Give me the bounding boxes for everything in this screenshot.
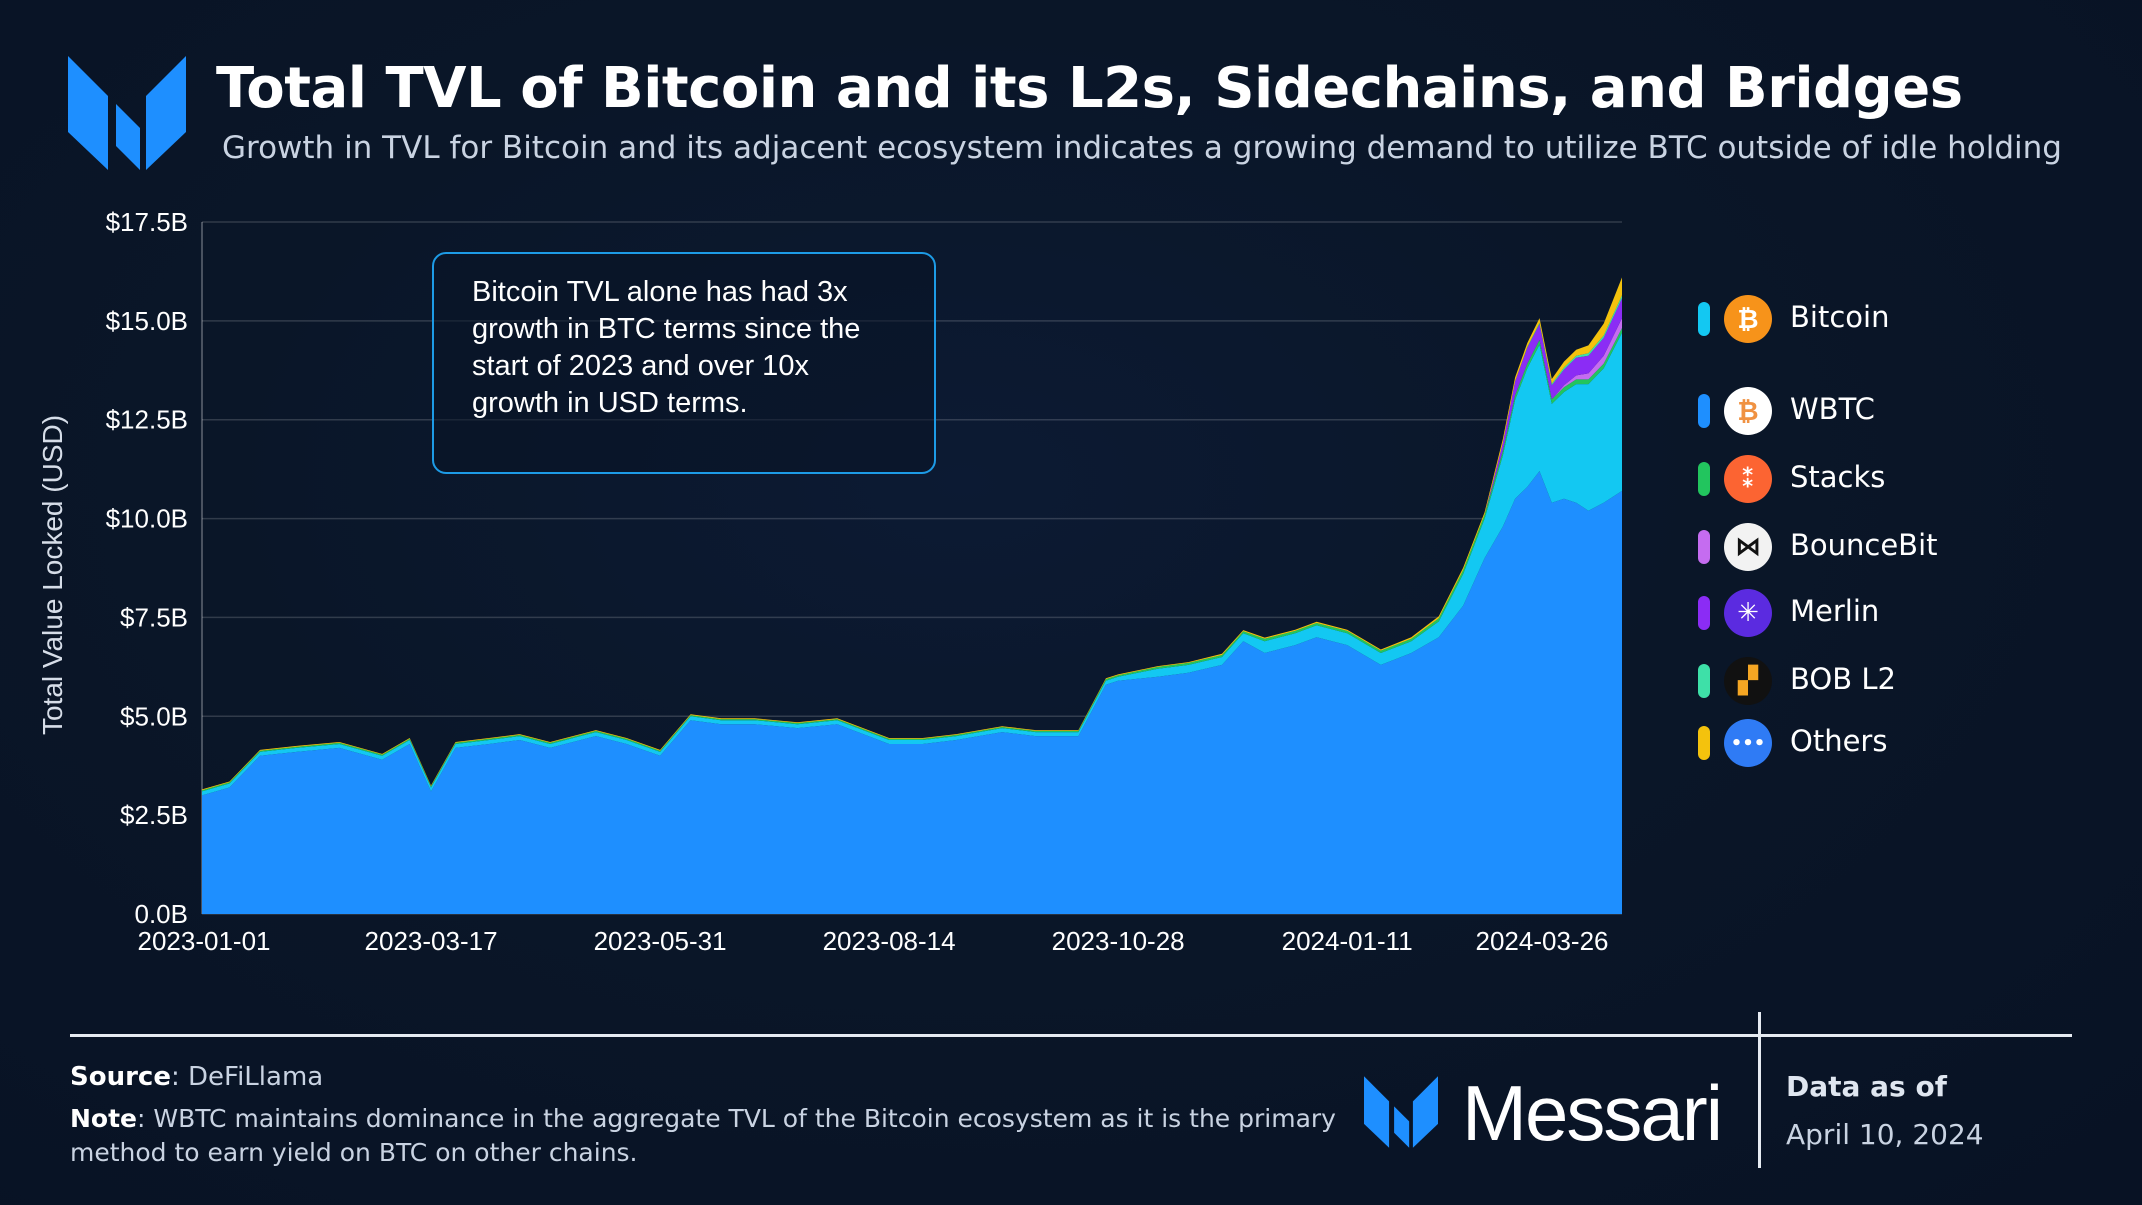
more-icon: ••• xyxy=(1724,719,1772,767)
chart-areas xyxy=(202,277,1622,914)
x-tick-label: 2023-05-31 xyxy=(594,926,727,956)
source-line: Source: DeFiLlama xyxy=(70,1062,323,1092)
legend-swatch xyxy=(1698,726,1710,760)
wbtc-icon: ₿ xyxy=(1724,387,1772,435)
messari-logo-icon xyxy=(68,56,186,170)
y-tick-label: $10.0B xyxy=(106,504,188,534)
legend-label: WBTC xyxy=(1790,392,1875,426)
callout-box: Bitcoin TVL alone has had 3x growth in B… xyxy=(432,252,936,474)
page-title: Total TVL of Bitcoin and its L2s, Sidech… xyxy=(216,56,1963,121)
x-tick-label: 2023-08-14 xyxy=(823,926,956,956)
legend-label: Merlin xyxy=(1790,594,1880,628)
note-label: Note xyxy=(70,1104,138,1133)
legend-item-stacks: ⁑ Stacks xyxy=(1698,450,2098,510)
legend-swatch xyxy=(1698,302,1710,336)
legend-label: Bitcoin xyxy=(1790,300,1890,334)
area-wbtc xyxy=(202,471,1622,914)
legend-item-bouncebit: ⋈ BounceBit xyxy=(1698,518,2098,578)
legend-swatch xyxy=(1698,596,1710,630)
bitcoin-icon: ₿ xyxy=(1724,295,1772,343)
source-label: Source xyxy=(70,1062,171,1092)
x-tick-label: 2024-03-26 xyxy=(1476,926,1609,956)
y-tick-label: $7.5B xyxy=(120,602,188,632)
y-tick-label: 0.0B xyxy=(135,899,189,929)
y-tick-label: $15.0B xyxy=(106,306,188,336)
page-subtitle: Growth in TVL for Bitcoin and its adjace… xyxy=(222,130,2062,166)
legend-item-merlin: ✳ Merlin xyxy=(1698,584,2098,644)
x-tick-label: 2023-03-17 xyxy=(365,926,498,956)
y-tick-label: $12.5B xyxy=(106,405,188,435)
bob-icon: ▞ xyxy=(1724,657,1772,705)
footer-divider xyxy=(70,1034,2072,1037)
legend-swatch xyxy=(1698,664,1710,698)
y-tick-label: $5.0B xyxy=(120,701,188,731)
x-axis-ticks: 2023-01-01 2023-03-17 2023-05-31 2023-08-14… xyxy=(138,926,1609,956)
legend-label: Others xyxy=(1790,724,1888,758)
legend-item-bob-l2: ▞ BOB L2 xyxy=(1698,652,2098,712)
y-tick-label: $2.5B xyxy=(120,800,188,830)
callout-text: Bitcoin TVL alone has had 3x growth in B… xyxy=(472,276,861,419)
source-value: : DeFiLlama xyxy=(170,1062,324,1092)
stacks-icon: ⁑ xyxy=(1724,455,1772,503)
legend-item-others: ••• Others xyxy=(1698,714,2098,774)
messari-brand-logo-icon xyxy=(1364,1076,1438,1148)
data-as-of-date: April 10, 2024 xyxy=(1786,1118,1984,1151)
legend-label: Stacks xyxy=(1790,460,1886,494)
legend-item-wbtc: ₿ WBTC xyxy=(1698,382,2098,442)
area-bitcoin xyxy=(202,332,1622,796)
note-value: : WBTC maintains dominance in the aggreg… xyxy=(70,1104,1336,1167)
bouncebit-icon: ⋈ xyxy=(1724,523,1772,571)
merlin-icon: ✳ xyxy=(1724,589,1772,637)
data-as-of-label: Data as of xyxy=(1786,1070,1947,1103)
x-tick-label: 2023-01-01 xyxy=(138,926,271,956)
x-tick-label: 2023-10-28 xyxy=(1052,926,1185,956)
legend-item-bitcoin: ₿ Bitcoin xyxy=(1698,290,2098,350)
legend-swatch xyxy=(1698,462,1710,496)
y-axis-ticks: 0.0B $2.5B $5.0B $7.5B $10.0B $12.5B $15.0B $17… xyxy=(106,207,188,929)
x-tick-label: 2024-01-11 xyxy=(1282,926,1413,956)
legend-swatch xyxy=(1698,530,1710,564)
area-stacks xyxy=(202,328,1622,792)
legend-label: BounceBit xyxy=(1790,528,1938,562)
y-tick-label: $17.5B xyxy=(106,207,188,237)
y-axis-label: Total Value Locked (USD) xyxy=(37,415,68,735)
brand-name: Messari xyxy=(1462,1069,1723,1157)
legend-label: BOB L2 xyxy=(1790,662,1896,696)
note-line: Note: WBTC maintains dominance in the ag… xyxy=(70,1102,1340,1170)
legend-swatch xyxy=(1698,394,1710,428)
footer-vertical-divider xyxy=(1758,1012,1761,1168)
